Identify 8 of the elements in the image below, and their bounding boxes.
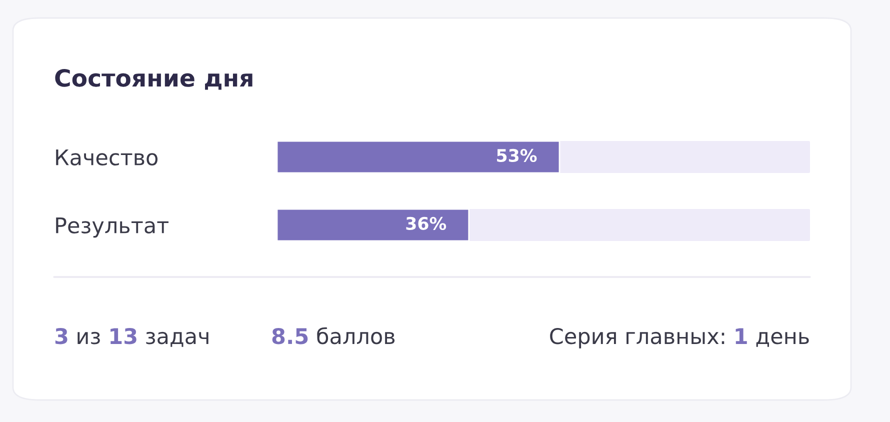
y-tick-label: Результат <box>56 217 169 238</box>
data-label: 36% <box>406 216 446 230</box>
text: Серия главных: 1 день <box>550 328 809 348</box>
data-label: 53% <box>497 148 537 162</box>
chart-title: Состояние дня <box>55 68 252 90</box>
y-tick-label: Качество <box>56 149 158 166</box>
text: 8.5 баллов <box>272 327 395 344</box>
text: 3 из 13 задач <box>55 328 208 347</box>
